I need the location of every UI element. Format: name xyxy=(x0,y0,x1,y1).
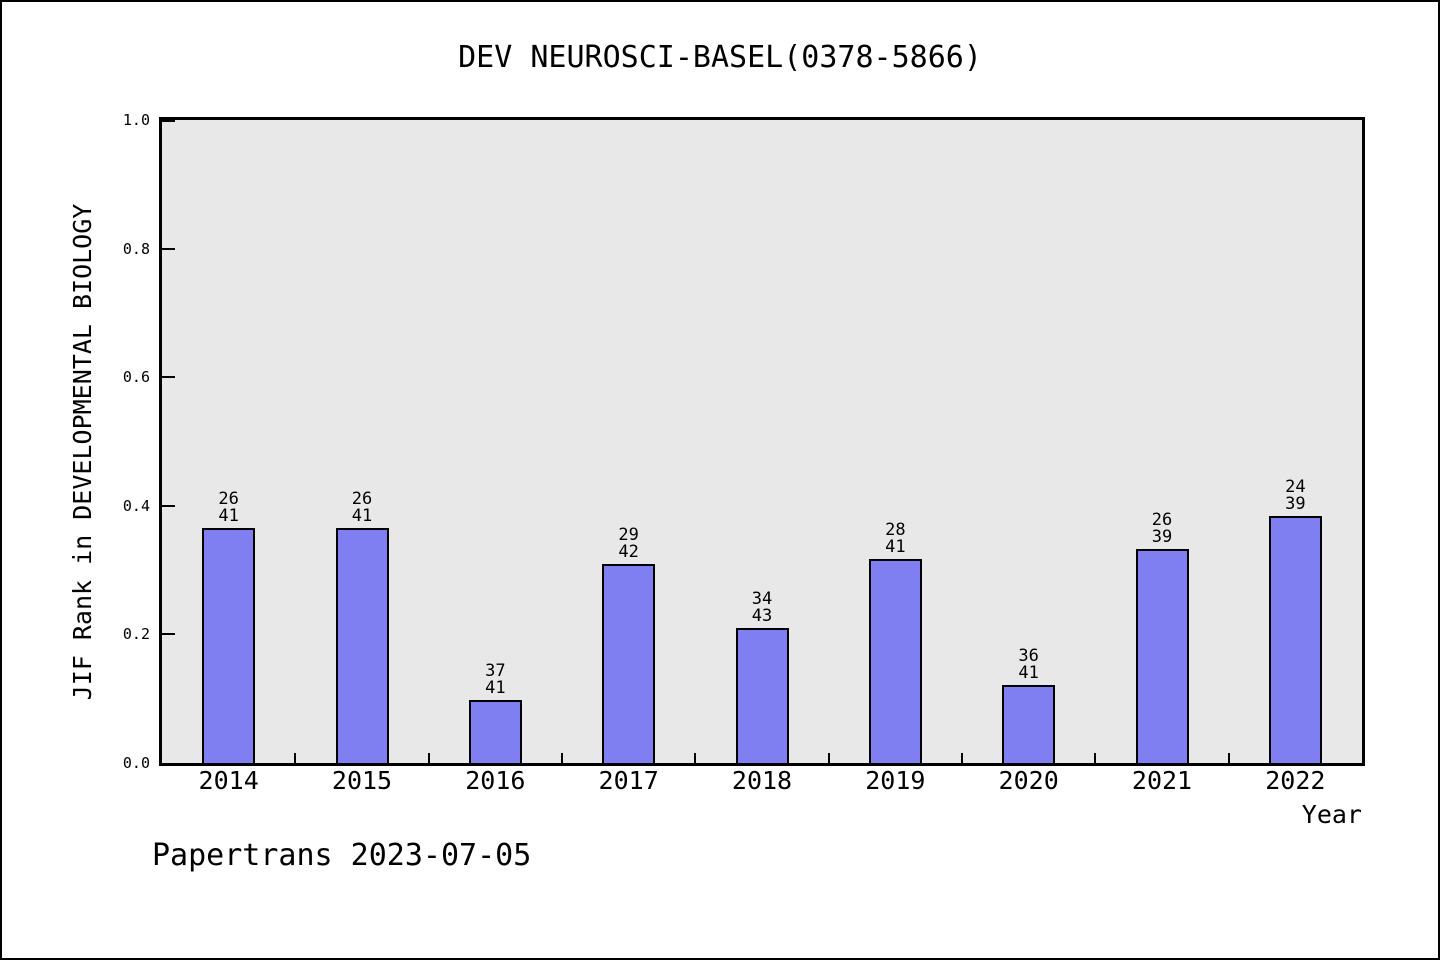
x-tick-mark xyxy=(427,753,430,763)
x-tick-label-2017: 2017 xyxy=(598,766,659,795)
bar-2021 xyxy=(1135,549,1189,763)
bar-total-value: 39 xyxy=(1285,494,1306,514)
bar-2016 xyxy=(468,700,522,763)
x-tick-mark xyxy=(961,753,963,763)
y-tick-label: 0.8 xyxy=(122,239,150,258)
y-tick-label: 0.4 xyxy=(122,496,150,515)
bar-value-label-2014: 26 41 xyxy=(189,491,269,525)
x-tick-mark xyxy=(1094,753,1097,763)
x-tick-label-2014: 2014 xyxy=(198,766,259,795)
bar-2014 xyxy=(202,528,256,763)
y-tick-label: 0.6 xyxy=(122,368,150,387)
bar-rank-value: 26 xyxy=(1151,510,1173,530)
bar-2017 xyxy=(602,564,656,763)
bar-total-value: 41 xyxy=(485,678,506,698)
x-tick-label-2019: 2019 xyxy=(865,766,926,795)
bar-2019 xyxy=(868,559,922,763)
y-tick-label: 0.2 xyxy=(122,625,150,644)
x-axis-label: Year xyxy=(1301,800,1362,829)
bar-rank-value: 24 xyxy=(1285,477,1306,497)
bar-rank-value: 28 xyxy=(885,520,906,540)
bar-2022 xyxy=(1268,516,1322,763)
x-tick-label-2022: 2022 xyxy=(1265,766,1326,795)
bar-2018 xyxy=(735,628,789,763)
y-tick-mark xyxy=(162,120,175,122)
bar-total-value: 41 xyxy=(1018,663,1039,683)
y-tick-mark xyxy=(162,633,175,636)
x-tick-mark xyxy=(827,753,830,763)
bar-value-label-2018: 34 43 xyxy=(722,591,802,625)
x-tick-label-2018: 2018 xyxy=(731,766,793,795)
bar-value-label-2017: 29 42 xyxy=(589,527,669,561)
bar-value-label-2020: 36 41 xyxy=(989,648,1069,682)
y-tick-label: 0.0 xyxy=(122,754,150,772)
bar-value-label-2015: 26 41 xyxy=(322,491,402,525)
y-tick-mark xyxy=(162,376,175,379)
bar-total-value: 43 xyxy=(751,606,773,626)
bar-total-value: 41 xyxy=(885,537,906,557)
chart-title: DEV NEUROSCI-BASEL(0378-5866) xyxy=(458,40,982,75)
bar-rank-value: 34 xyxy=(751,589,773,609)
bar-total-value: 41 xyxy=(218,506,239,526)
bar-rank-value: 37 xyxy=(485,661,506,681)
x-tick-label-2021: 2021 xyxy=(1131,766,1193,795)
x-tick-mark xyxy=(561,753,563,763)
x-tick-mark xyxy=(1227,753,1230,763)
bar-value-label-2019: 28 41 xyxy=(855,522,935,556)
y-tick-mark xyxy=(162,247,175,250)
x-tick-label-2015: 2015 xyxy=(331,766,393,795)
bar-rank-value: 26 xyxy=(218,489,239,509)
x-tick-label-2016: 2016 xyxy=(465,766,526,795)
bar-rank-value: 29 xyxy=(618,525,639,545)
x-tick-mark xyxy=(294,753,297,763)
x-tick-mark xyxy=(694,753,697,763)
x-tick-label-2020: 2020 xyxy=(998,766,1059,795)
bar-value-label-2021: 26 39 xyxy=(1122,512,1202,546)
footer-watermark: Papertrans 2023-07-05 xyxy=(152,838,532,873)
bar-value-label-2022: 24 39 xyxy=(1255,479,1335,513)
y-tick-label: 1.0 xyxy=(122,111,150,129)
bar-value-label-2016: 37 41 xyxy=(455,663,535,697)
bar-rank-value: 36 xyxy=(1018,646,1039,666)
bar-2020 xyxy=(1002,685,1056,763)
bar-rank-value: 26 xyxy=(351,489,373,509)
y-tick-mark xyxy=(162,504,175,507)
bar-2015 xyxy=(335,528,389,763)
plot-area: 26 41 26 41 37 41 29 42 34 43 28 41 36 41 26 39 24 39 xyxy=(159,117,1365,766)
bar-total-value: 42 xyxy=(618,542,639,562)
bar-total-value: 39 xyxy=(1151,527,1173,547)
bar-total-value: 41 xyxy=(351,506,373,526)
